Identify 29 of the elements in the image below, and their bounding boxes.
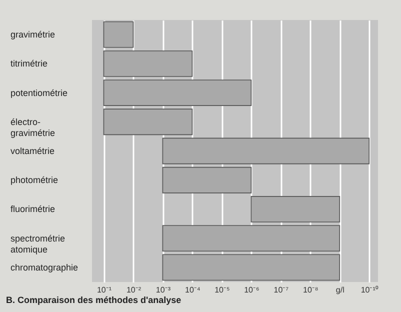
x-tick-label: 10⁻⁴ (185, 286, 201, 294)
x-tick-label: 10⁻¹ (96, 286, 112, 294)
bar (162, 138, 370, 164)
x-tick-label: 10⁻⁷ (274, 286, 289, 294)
y-tick-label: gravimétrie (10, 30, 56, 40)
y-tick-label: chromatographie (10, 262, 78, 272)
bar (162, 225, 340, 252)
y-tick-label: titrimétrie (10, 58, 48, 69)
bar (162, 166, 252, 194)
y-tick-label: électro- gravimétrie (10, 116, 56, 138)
bar (103, 108, 193, 136)
x-tick-label: g/l (336, 286, 345, 294)
y-tick-label: voltamétrie (10, 146, 55, 156)
bar (103, 80, 252, 106)
text: B. Comparaison des méthodes d'analyse (6, 295, 182, 305)
x-tick-label: 10⁻⁸ (303, 286, 318, 294)
bar (103, 21, 134, 48)
x-tick-label: 10⁻⁵ (214, 286, 230, 294)
bar (162, 254, 340, 281)
y-tick-label: spectrométrie atomique (10, 233, 66, 254)
x-tick-label: 10⁻⁶ (244, 286, 260, 294)
x-tick-label: 10⁻¹⁰ (360, 286, 378, 294)
y-tick-label: photométrie (10, 175, 58, 186)
x-tick-label: 10⁻³ (156, 286, 171, 294)
bar (103, 50, 193, 77)
x-tick-label: 10⁻² (126, 286, 142, 294)
y-tick-label: fluorimétrie (10, 204, 56, 214)
y-tick-label: potentiométrie (10, 88, 68, 98)
bar (250, 196, 340, 222)
